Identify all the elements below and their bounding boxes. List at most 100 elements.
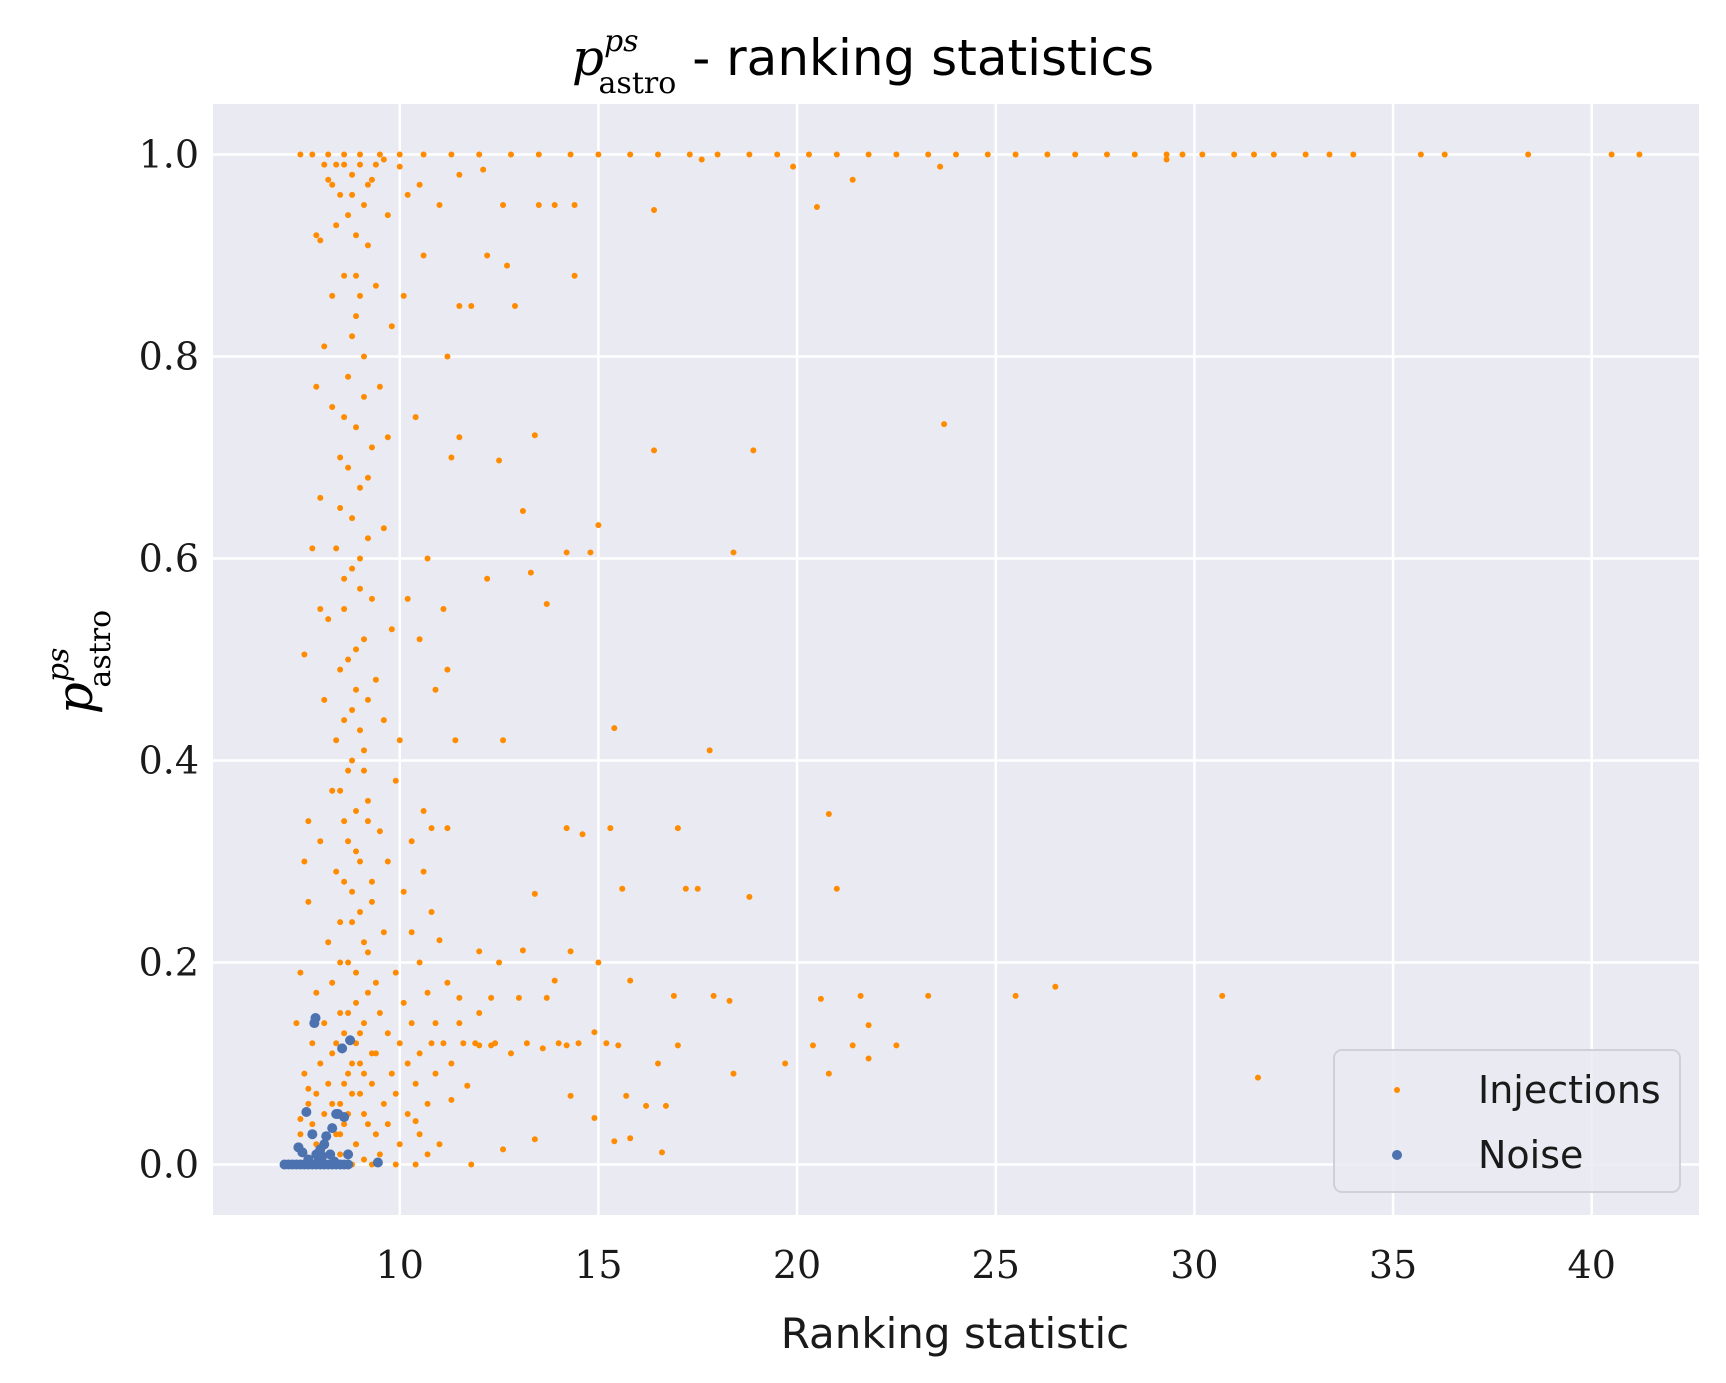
legend-marker-noise bbox=[1392, 1150, 1402, 1160]
injection-point bbox=[396, 737, 403, 744]
injection-point bbox=[317, 1060, 324, 1067]
injection-point bbox=[321, 1020, 328, 1027]
injection-point bbox=[349, 1090, 356, 1097]
ylabel-math-base: p bbox=[46, 682, 104, 714]
injection-point bbox=[452, 737, 459, 744]
injection-point bbox=[655, 151, 662, 158]
injection-point bbox=[400, 888, 407, 895]
injection-point bbox=[329, 979, 336, 986]
injection-point bbox=[357, 1090, 364, 1097]
injection-point bbox=[476, 151, 483, 158]
legend-label-injections: Injections bbox=[1478, 1068, 1661, 1112]
injection-point bbox=[1163, 156, 1170, 163]
injection-point bbox=[476, 948, 483, 955]
injection-point bbox=[591, 1029, 598, 1036]
injection-point bbox=[357, 1060, 364, 1067]
injection-point bbox=[376, 383, 383, 390]
injection-point bbox=[416, 1050, 423, 1057]
injection-point bbox=[655, 1060, 662, 1067]
injection-point bbox=[500, 1146, 507, 1153]
injection-point bbox=[297, 969, 304, 976]
injection-point bbox=[349, 707, 356, 713]
injection-point bbox=[309, 1040, 316, 1047]
injection-point bbox=[726, 997, 733, 1004]
injection-point bbox=[349, 515, 356, 522]
injection-point bbox=[408, 929, 415, 936]
injection-point bbox=[357, 585, 364, 592]
injection-point bbox=[364, 797, 371, 804]
injection-point bbox=[325, 616, 332, 623]
injection-point bbox=[345, 1070, 352, 1077]
injection-point bbox=[357, 161, 364, 168]
injection-point bbox=[1270, 151, 1277, 158]
injection-point bbox=[341, 161, 348, 168]
injection-point bbox=[349, 888, 356, 895]
noise-point bbox=[329, 1156, 340, 1167]
injection-point bbox=[774, 151, 781, 158]
injection-point bbox=[428, 1040, 435, 1047]
injection-point bbox=[357, 1030, 364, 1037]
injection-point bbox=[329, 181, 336, 188]
injection-point bbox=[591, 1115, 598, 1122]
injection-point bbox=[825, 1070, 832, 1077]
injection-point bbox=[511, 303, 518, 309]
injection-point bbox=[500, 737, 507, 744]
injection-point bbox=[563, 825, 570, 832]
noise-point bbox=[321, 1131, 332, 1142]
injection-point bbox=[444, 825, 451, 832]
injection-point bbox=[1350, 151, 1357, 158]
x-tick-labels: 10 15 20 25 30 35 40 bbox=[376, 1243, 1616, 1287]
injection-point bbox=[313, 989, 320, 996]
injection-point bbox=[396, 151, 403, 158]
noise-point bbox=[345, 1035, 356, 1046]
injection-point bbox=[376, 151, 383, 158]
injection-point bbox=[349, 1060, 356, 1067]
injection-point bbox=[329, 1050, 336, 1057]
injection-point bbox=[543, 994, 550, 1001]
injection-point bbox=[364, 242, 371, 249]
injection-point bbox=[301, 858, 308, 865]
injection-point bbox=[368, 444, 375, 451]
injection-point bbox=[353, 1141, 360, 1148]
injection-point bbox=[333, 868, 340, 875]
injection-point bbox=[527, 569, 534, 576]
injection-point bbox=[360, 393, 367, 400]
injection-point bbox=[925, 992, 932, 999]
injection-point bbox=[305, 898, 312, 905]
injection-point bbox=[341, 151, 348, 158]
injection-point bbox=[456, 171, 463, 178]
injection-point bbox=[651, 207, 658, 214]
injection-point bbox=[384, 1121, 391, 1128]
injection-point bbox=[1525, 151, 1532, 158]
injection-point bbox=[372, 1131, 379, 1138]
injection-point bbox=[1103, 151, 1110, 158]
injection-point bbox=[388, 626, 395, 633]
injection-point bbox=[436, 1141, 443, 1148]
injection-point bbox=[337, 1010, 344, 1016]
injection-point bbox=[456, 303, 463, 309]
injection-point bbox=[360, 1156, 367, 1163]
injection-point bbox=[1231, 151, 1238, 158]
injection-point bbox=[575, 1040, 582, 1047]
injection-point bbox=[432, 1020, 439, 1027]
injection-point bbox=[372, 282, 379, 289]
injection-point bbox=[1441, 151, 1448, 158]
legend-box bbox=[1333, 1049, 1681, 1193]
injection-point bbox=[384, 434, 391, 441]
injection-point bbox=[337, 1131, 344, 1138]
injection-point bbox=[325, 1080, 332, 1087]
injection-point bbox=[468, 303, 475, 309]
injection-point bbox=[388, 1070, 395, 1077]
injection-point bbox=[357, 858, 364, 865]
legend-label-noise: Noise bbox=[1478, 1133, 1583, 1177]
injection-point bbox=[341, 878, 348, 885]
injection-point bbox=[1163, 151, 1170, 158]
y-tick-label: 1.0 bbox=[139, 133, 199, 177]
injection-point bbox=[392, 969, 399, 976]
injection-point bbox=[380, 525, 387, 532]
injection-point bbox=[424, 1151, 431, 1158]
injection-point bbox=[464, 1082, 471, 1089]
injection-point bbox=[436, 202, 443, 208]
injection-point bbox=[345, 373, 352, 380]
